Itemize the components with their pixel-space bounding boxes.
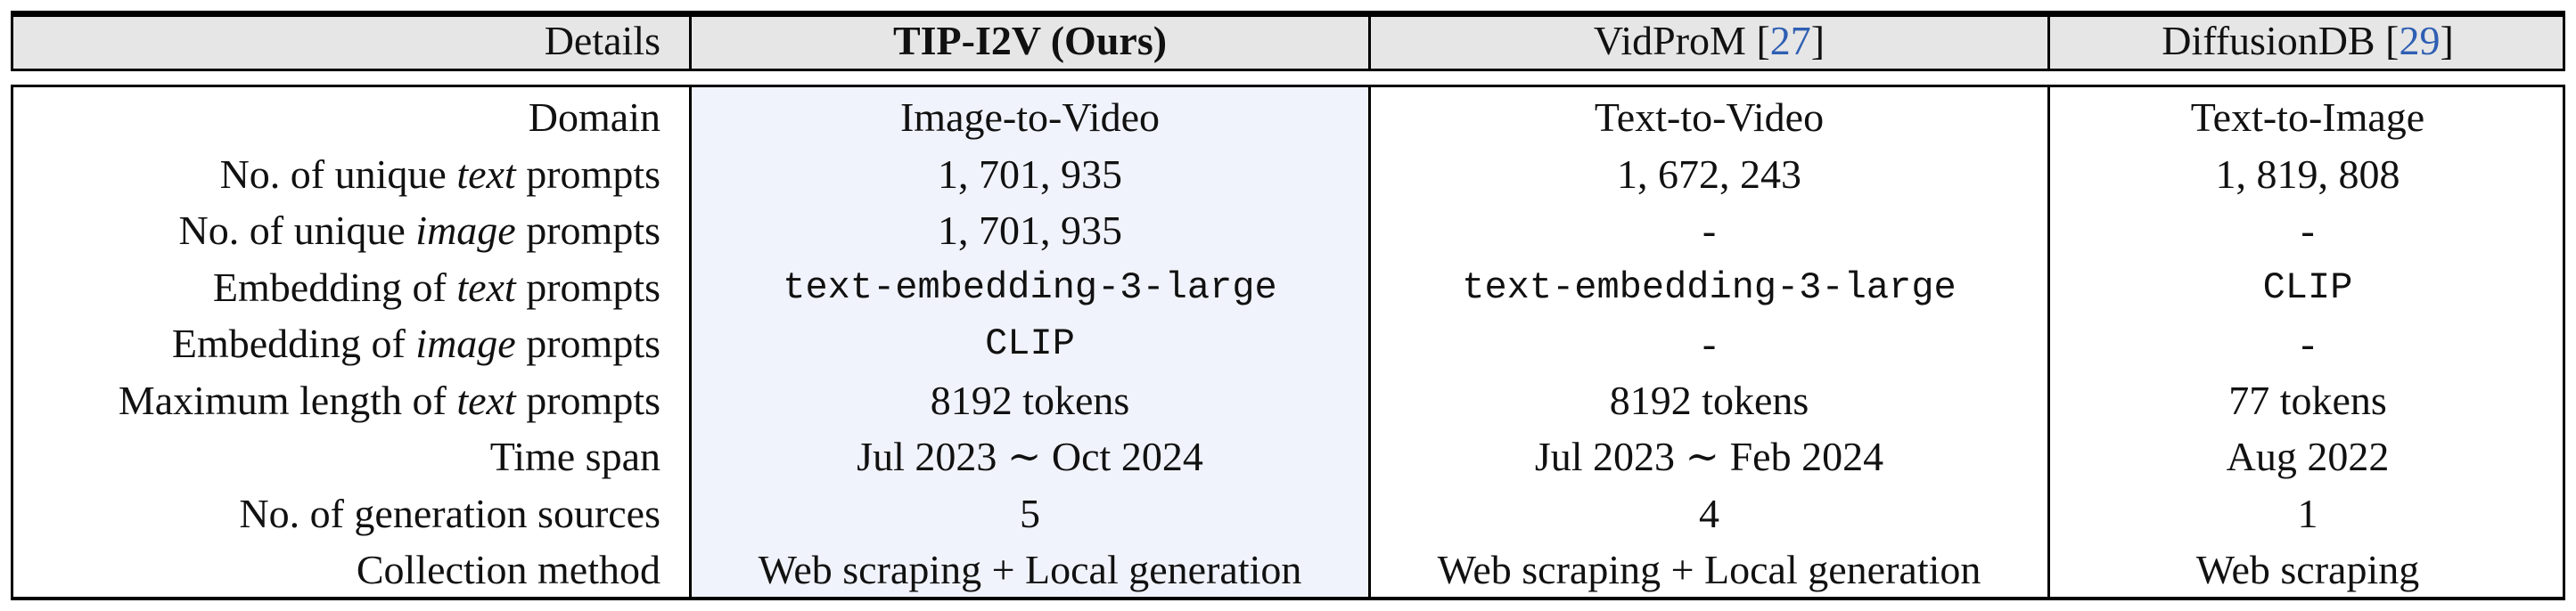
row-label: No. of generation sources	[239, 490, 660, 536]
cell-diffusiondb: 1	[2297, 490, 2318, 536]
cell-vidprom: text-embedding-3-large	[1462, 265, 1957, 309]
row-label: Collection method	[356, 547, 660, 592]
cell-diffusiondb: -	[2301, 208, 2315, 253]
comparison-table: Details TIP-I2V (Ours) VidProM [27] Diff…	[11, 11, 2565, 600]
column-divider	[1368, 87, 1371, 597]
cell-tip-i2v: Image-to-Video	[899, 94, 1160, 140]
cell-tip-i2v: 8192 tokens	[930, 377, 1130, 423]
header-details: Details	[544, 18, 660, 63]
ours-column-highlight	[689, 87, 1368, 597]
column-divider	[689, 17, 692, 69]
cell-diffusiondb: Web scraping	[2195, 547, 2420, 592]
cell-tip-i2v: text-embedding-3-large	[783, 265, 1277, 309]
row-label: Domain	[528, 94, 660, 140]
cell-tip-i2v: 1, 701, 935	[938, 208, 1122, 253]
cell-vidprom: -	[1702, 321, 1717, 366]
cell-tip-i2v: 1, 701, 935	[938, 151, 1122, 197]
cell-diffusiondb: Text-to-Image	[2190, 94, 2425, 140]
cell-tip-i2v: Web scraping + Local generation	[758, 547, 1302, 592]
row-label: No. of unique image prompts	[178, 208, 660, 253]
cell-vidprom: 1, 672, 243	[1617, 151, 1801, 197]
cell-diffusiondb: Aug 2022	[2226, 434, 2390, 479]
column-divider	[2047, 87, 2050, 597]
cell-diffusiondb: -	[2301, 321, 2315, 366]
row-label: Time span	[489, 434, 660, 479]
header-vidprom: VidProM [27]	[1593, 18, 1825, 63]
citation-link[interactable]: 27	[1769, 18, 1811, 63]
cell-vidprom: 4	[1699, 490, 1719, 536]
header-tip-i2v: TIP-I2V (Ours)	[892, 18, 1168, 63]
citation-link[interactable]: 29	[2399, 18, 2441, 63]
cell-vidprom: Web scraping + Local generation	[1437, 547, 1981, 592]
row-label: Maximum length of text prompts	[118, 377, 660, 423]
cell-vidprom: 8192 tokens	[1609, 377, 1809, 423]
table-header: Details TIP-I2V (Ours) VidProM [27] Diff…	[11, 11, 2565, 71]
table-body: Domain Image-to-Video Text-to-Video Text-to…	[11, 85, 2565, 600]
cell-vidprom: Jul 2023 ∼ Feb 2024	[1534, 434, 1884, 479]
cell-diffusiondb: 77 tokens	[2228, 377, 2387, 423]
row-label: Embedding of image prompts	[171, 321, 660, 366]
row-label: Embedding of text prompts	[212, 264, 660, 310]
cell-vidprom: Text-to-Video	[1594, 94, 1825, 140]
cell-vidprom: -	[1702, 208, 1717, 253]
cell-tip-i2v: 5	[1020, 490, 1040, 536]
cell-diffusiondb: 1, 819, 808	[2215, 151, 2400, 197]
row-label: No. of unique text prompts	[219, 151, 660, 197]
column-divider	[2047, 17, 2050, 69]
cell-tip-i2v: Jul 2023 ∼ Oct 2024	[857, 434, 1203, 479]
column-divider	[689, 87, 692, 597]
cell-tip-i2v: CLIP	[985, 322, 1075, 365]
column-divider	[1368, 17, 1371, 69]
header-diffusiondb: DiffusionDB [29]	[2162, 18, 2454, 63]
cell-diffusiondb: CLIP	[2262, 265, 2353, 309]
